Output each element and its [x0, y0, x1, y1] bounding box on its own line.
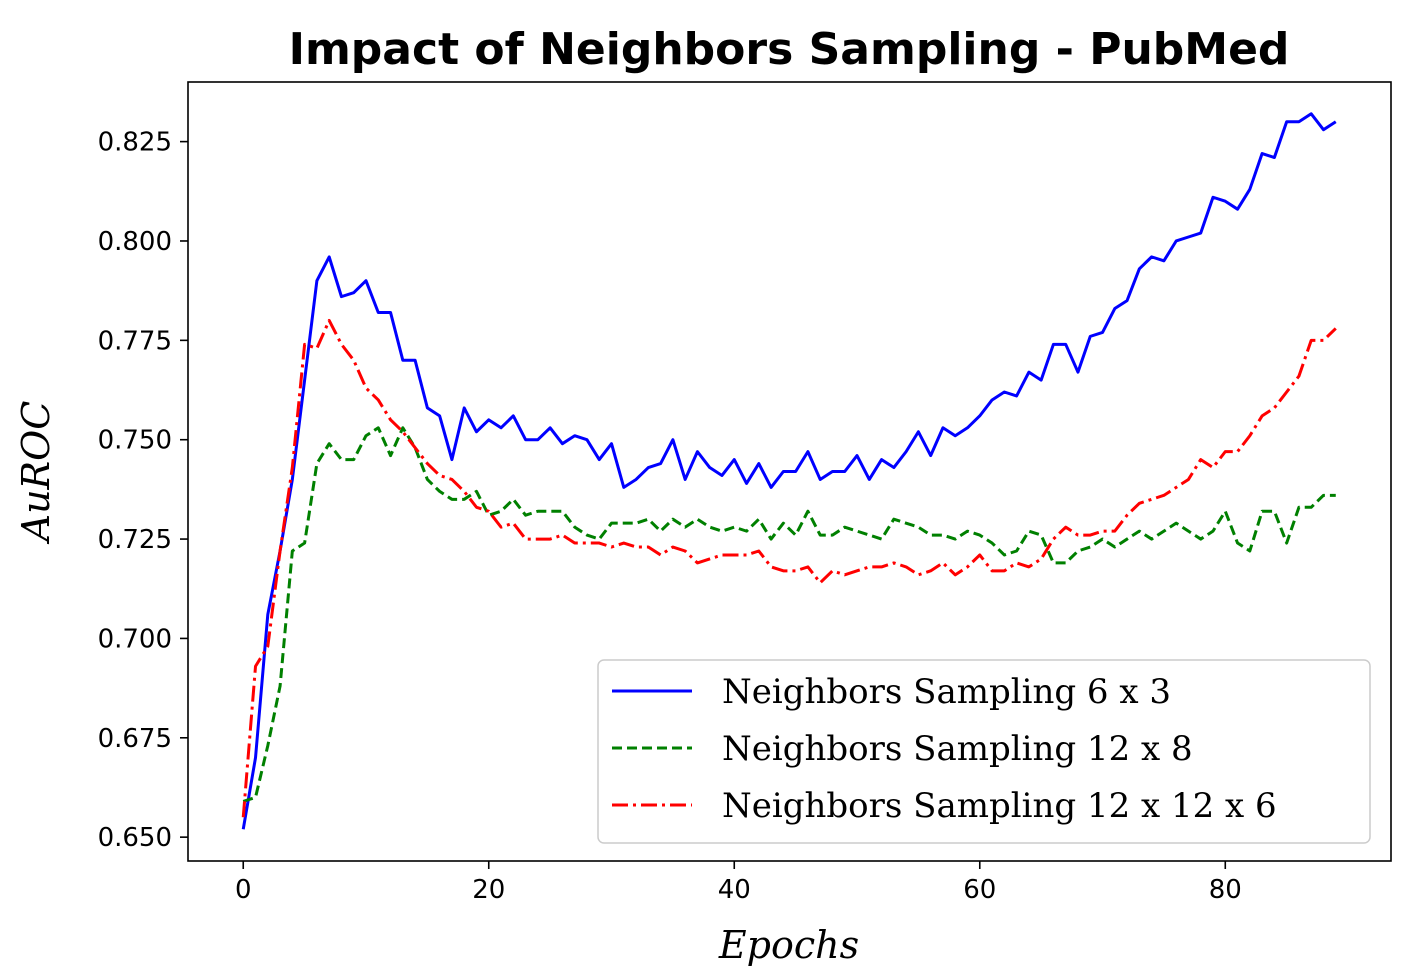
x-tick-label: 60 [963, 875, 996, 905]
x-tick-label: 20 [472, 875, 505, 905]
x-axis: 0 20 40 60 80 [235, 861, 1242, 905]
x-axis-label: Epochs [718, 923, 859, 967]
y-axis-label: AuROC [14, 401, 58, 545]
legend-label-1: Neighbors Sampling 6 x 3 [722, 672, 1171, 712]
y-tick-label: 0.650 [98, 823, 172, 853]
x-tick-label: 0 [235, 875, 252, 905]
y-tick-label: 0.750 [98, 426, 172, 456]
y-tick-label: 0.725 [98, 525, 172, 555]
legend: Neighbors Sampling 6 x 3 Neighbors Sampli… [597, 659, 1371, 844]
y-tick-label: 0.775 [98, 326, 172, 356]
series-line-2 [242, 426, 1336, 803]
y-tick-label: 0.675 [98, 724, 172, 754]
y-tick-label: 0.800 [98, 227, 172, 257]
series-layer [241, 112, 1337, 830]
legend-label-3: Neighbors Sampling 12 x 12 x 6 [722, 786, 1277, 826]
legend-box [597, 659, 1371, 844]
y-tick-label: 0.825 [98, 128, 172, 158]
series-line-1 [241, 112, 1337, 830]
x-tick-label: 40 [718, 875, 751, 905]
chart-title: Impact of Neighbors Sampling - PubMed [289, 24, 1290, 75]
x-tick-label: 80 [1209, 875, 1242, 905]
y-tick-label: 0.700 [98, 624, 172, 654]
legend-label-2: Neighbors Sampling 12 x 8 [722, 729, 1193, 769]
y-axis: 0.650 0.675 0.700 0.725 0.750 0.775 0.800 0.825 [98, 128, 188, 853]
plot-frame [187, 81, 1392, 862]
